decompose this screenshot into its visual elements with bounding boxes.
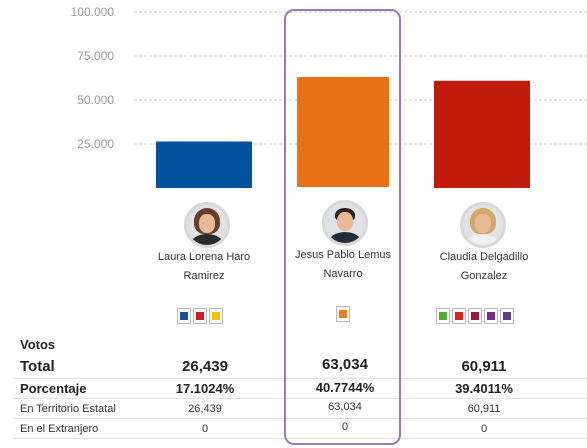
- extranjero-cell-3: 0: [480, 423, 488, 435]
- territorio-cell-3: 60,911: [467, 403, 501, 415]
- party-logo-icon: [193, 308, 207, 324]
- votos-heading: Votos: [20, 337, 56, 352]
- party-logo-icon: [484, 308, 498, 324]
- candidate-3-name: Claudia Delgadillo Gonzalez: [409, 248, 559, 286]
- candidate-1-name-line1: Laura Lorena Haro: [157, 251, 251, 263]
- candidate-2-name-line1: Jesus Pablo Lemus: [295, 249, 391, 261]
- candidate-3-name-line2: Gonzalez: [460, 270, 508, 282]
- candidate-3-avatar: [460, 202, 506, 248]
- candidate-1-name-line2: Ramirez: [183, 270, 225, 282]
- territorio-cell-2: 63,034: [328, 401, 362, 413]
- party-logo-icon: [468, 308, 482, 324]
- party-logo-icon: [336, 306, 350, 322]
- candidate-2-avatar: [322, 200, 368, 246]
- table-divider: [14, 418, 587, 419]
- extranjero-label: En el Extranjero: [20, 423, 99, 435]
- bar-candidate-1[interactable]: [156, 141, 252, 188]
- party-logo-icon: [500, 308, 514, 324]
- party-logo-icon: [436, 308, 450, 324]
- vote-bar-chart: 25.000 50.000 75.000 100.000: [71, 5, 587, 188]
- table-divider: [14, 378, 587, 379]
- candidate-3-name-line1: Claudia Delgadillo: [439, 251, 529, 263]
- porcentaje-label: Porcentaje: [20, 381, 87, 396]
- candidate-2-name-line2: Navarro: [323, 268, 363, 280]
- candidate-1-party-logos: [177, 308, 223, 324]
- candidate-1-avatar: [184, 202, 230, 248]
- candidate-3-party-logos: [436, 308, 514, 324]
- percent-cell-2: 40.7744%: [315, 380, 375, 395]
- winner-highlight-frame: [284, 9, 401, 445]
- y-tick-label: 25.000: [77, 137, 114, 151]
- total-cell-1: 26,439: [182, 358, 228, 375]
- candidate-2-name: Jesus Pablo Lemus Navarro: [268, 246, 418, 284]
- party-logo-icon: [177, 308, 191, 324]
- party-logo-icon: [209, 308, 223, 324]
- candidate-1-name: Laura Lorena Haro Ramirez: [129, 248, 279, 286]
- bar-candidate-2[interactable]: [297, 77, 389, 187]
- territorio-label: En Territorio Estatal: [20, 403, 116, 415]
- total-label: Total: [20, 358, 55, 375]
- total-cell-2: 63,034: [322, 356, 368, 373]
- bar-candidate-3[interactable]: [434, 80, 530, 188]
- party-logo-icon: [452, 308, 466, 324]
- extranjero-cell-2: 0: [341, 421, 349, 433]
- table-divider: [14, 438, 587, 439]
- candidate-2-party-logos: [336, 306, 350, 322]
- percent-cell-3: 39.4011%: [455, 381, 513, 396]
- y-tick-label: 75.000: [77, 49, 114, 63]
- y-tick-label: 50.000: [77, 93, 114, 107]
- y-tick-label: 100.000: [71, 5, 115, 19]
- territorio-cell-1: 26,439: [188, 403, 222, 415]
- percent-cell-1: 17.1024%: [175, 381, 235, 396]
- table-divider: [14, 398, 587, 399]
- extranjero-cell-1: 0: [201, 423, 209, 435]
- total-cell-3: 60,911: [461, 358, 507, 375]
